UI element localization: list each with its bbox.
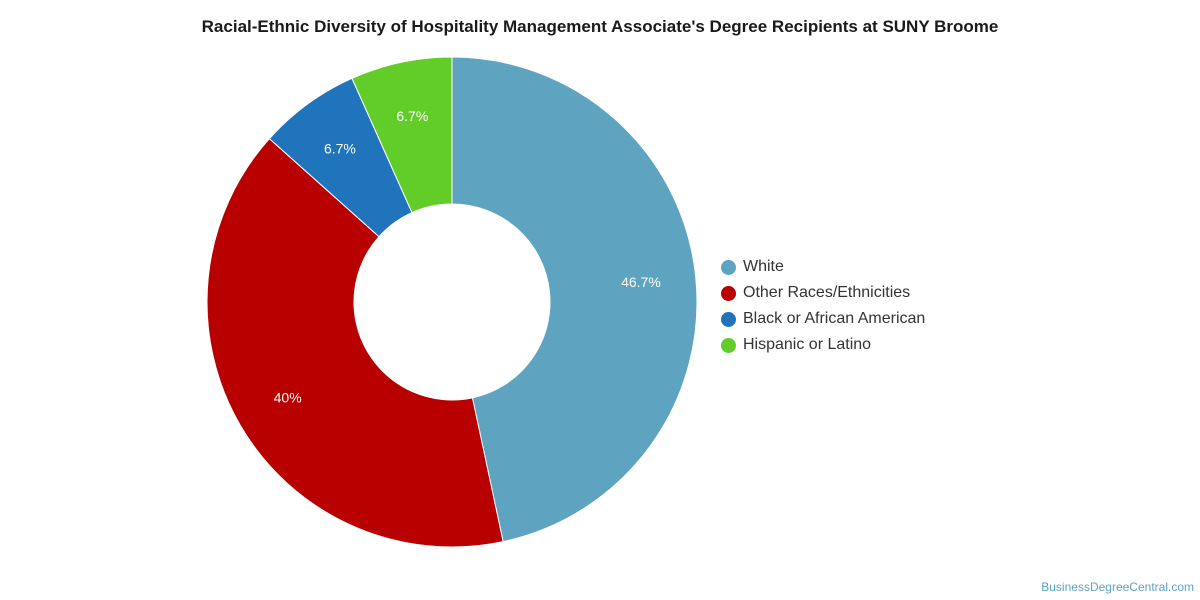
legend-label: Hispanic or Latino <box>743 336 872 353</box>
slices-group <box>206 56 698 548</box>
legend-swatch <box>721 337 736 353</box>
slice-labels-group: 46.7% 40% 6.7% 6.7% <box>274 108 661 405</box>
slice-white[interactable] <box>451 56 698 543</box>
legend-item-other-races-ethnicities[interactable]: Other Races/Ethnicities <box>721 280 925 306</box>
legend-label: Other Races/Ethnicities <box>743 284 911 301</box>
legend-swatch <box>721 285 736 301</box>
legend-label: Black or African American <box>743 310 926 327</box>
legend-item-black-or-african-american[interactable]: Black or African American <box>721 306 925 332</box>
chart-title: Racial-Ethnic Diversity of Hospitality M… <box>201 17 999 36</box>
legend-item-hispanic-or-latino[interactable]: Hispanic or Latino <box>721 332 925 358</box>
slice-other-races-ethnicities[interactable] <box>206 137 504 548</box>
slice-label-white: 46.7% <box>621 274 661 290</box>
slice-label-black-or-african-american: 6.7% <box>324 141 356 157</box>
legend-item-white[interactable]: White <box>721 254 925 280</box>
watermark: BusinessDegreeCentral.com <box>1041 580 1194 594</box>
slice-hispanic-or-latino[interactable] <box>351 56 453 214</box>
legend-swatch <box>721 259 736 275</box>
slice-label-other-races-ethnicities: 40% <box>274 389 302 405</box>
slice-label-hispanic-or-latino: 6.7% <box>396 108 428 124</box>
legend-swatch <box>721 311 736 327</box>
legend: White Other Races/Ethnicities Black or Afr… <box>721 254 925 358</box>
legend-label: White <box>743 258 784 275</box>
